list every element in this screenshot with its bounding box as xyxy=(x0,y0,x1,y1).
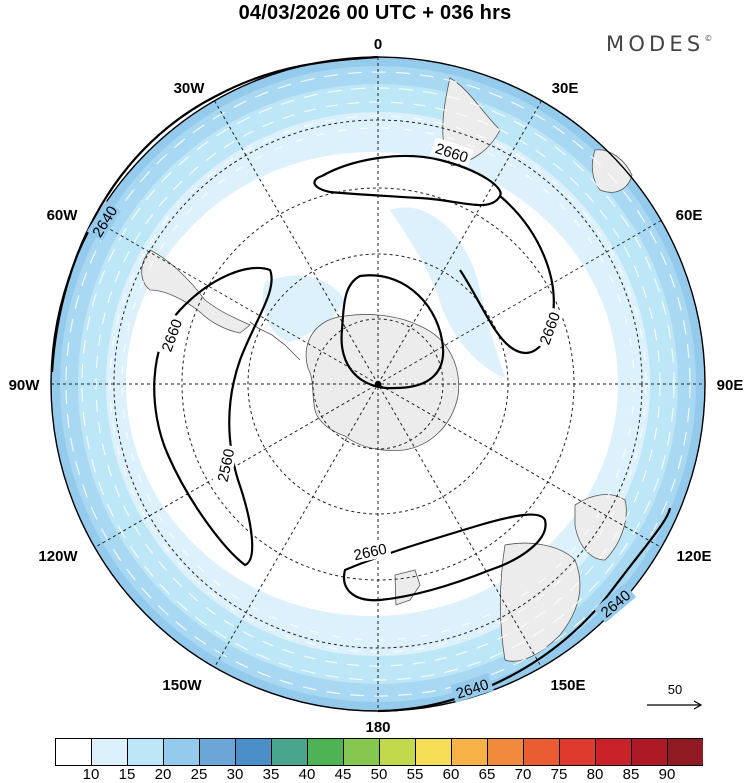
colorbar-swatch xyxy=(415,738,452,766)
reference-vector: 50 xyxy=(647,682,703,710)
colorbar-swatch xyxy=(451,738,488,766)
contour-label: 2560 xyxy=(215,447,239,483)
colorbar-swatch xyxy=(307,738,344,766)
colorbar-tick-label: 85 xyxy=(622,766,640,783)
colorbar-tick-label: 70 xyxy=(514,766,532,783)
lon-label-120e: 120E xyxy=(676,548,711,565)
map-title: 04/03/2026 00 UTC + 036 hrs xyxy=(238,2,512,24)
colorbar-tick-label: 20 xyxy=(154,766,172,783)
map-border xyxy=(50,56,706,712)
colorbar-tick-label: 50 xyxy=(370,766,388,783)
reference-vector-label: 50 xyxy=(668,682,682,697)
colorbar-tick-label: 35 xyxy=(262,766,280,783)
colorbar-swatch xyxy=(271,738,308,766)
colorbar-swatch xyxy=(127,738,164,766)
colorbar-tick-label: 40 xyxy=(298,766,316,783)
colorbar-tick-label: 30 xyxy=(226,766,244,783)
colorbar-swatch xyxy=(523,738,560,766)
colorbar-swatch xyxy=(595,738,632,766)
colorbar-swatch xyxy=(667,738,703,766)
brand-text: MODES xyxy=(606,32,705,56)
colorbar-swatch xyxy=(163,738,200,766)
modes-logo: MODES© xyxy=(606,32,712,56)
colorbar-tick-label: 25 xyxy=(190,766,208,783)
colorbar-tick-label: 80 xyxy=(586,766,604,783)
lon-label-30w: 30W xyxy=(174,80,206,97)
lon-label-90w: 90W xyxy=(9,377,41,394)
colorbar xyxy=(55,738,703,766)
lon-label-90e: 90E xyxy=(717,377,744,394)
colorbar-tick-label: 15 xyxy=(118,766,136,783)
lon-label-120w: 120W xyxy=(38,548,78,565)
colorbar-tick-label: 45 xyxy=(334,766,352,783)
colorbar-swatch xyxy=(235,738,272,766)
colorbar-swatch xyxy=(91,738,128,766)
lon-label-180: 180 xyxy=(365,719,390,736)
contour-labels: 2640 2660 2660 2660 2560 2660 2640 2640 xyxy=(86,137,637,703)
colorbar-swatch xyxy=(379,738,416,766)
colorbar-tick-label: 75 xyxy=(550,766,568,783)
colorbar-tick-label: 65 xyxy=(478,766,496,783)
colorbar-tick-label: 10 xyxy=(82,766,100,783)
lon-label-30e: 30E xyxy=(552,80,579,97)
longitude-labels: 0 180 90W 90E 30W 60W 30E 60E 120W 150W … xyxy=(9,36,744,736)
land-masses xyxy=(141,77,633,662)
colorbar-swatch xyxy=(631,738,668,766)
copyright-mark: © xyxy=(704,34,713,43)
colorbar-swatch xyxy=(343,738,380,766)
lon-label-150e: 150E xyxy=(550,677,585,694)
lon-label-0: 0 xyxy=(374,36,382,53)
lon-label-60e: 60E xyxy=(676,207,703,224)
colorbar-tick-label: 55 xyxy=(406,766,424,783)
lon-label-60w: 60W xyxy=(47,207,79,224)
colorbar-tick-label: 90 xyxy=(658,766,676,783)
colorbar-tick-label: 60 xyxy=(442,766,460,783)
south-pole-marker xyxy=(374,380,382,388)
contour-label: 2660 xyxy=(352,541,388,565)
colorbar-swatch xyxy=(487,738,524,766)
colorbar-swatch xyxy=(55,738,92,766)
colorbar-swatch xyxy=(559,738,596,766)
colorbar-swatch xyxy=(199,738,236,766)
lon-label-150w: 150W xyxy=(162,677,202,694)
